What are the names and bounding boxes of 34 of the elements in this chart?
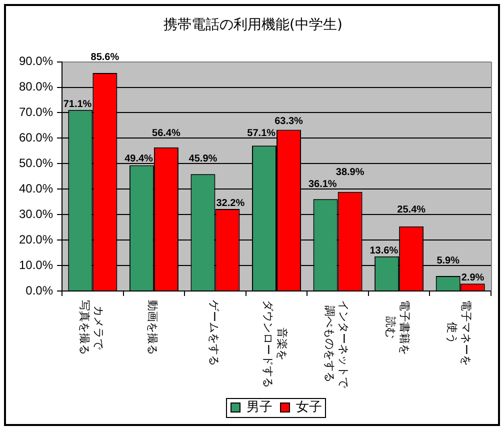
x-tick-label: 電子マネーを使う	[446, 300, 472, 366]
x-tick-label: ゲームをする	[207, 300, 220, 366]
data-label: 56.4%	[152, 128, 180, 140]
chart-title: 携帯電話の利用機能(中学生)	[164, 17, 342, 34]
data-label: 71.1%	[63, 98, 92, 110]
y-tick-label: 20.0%	[18, 232, 54, 246]
x-tick-label: インターネットで調べものをする	[322, 300, 350, 389]
data-label: 63.3%	[274, 116, 304, 128]
legend-label: 女子	[296, 400, 322, 415]
x-tick-label: 動画を撮る	[146, 300, 160, 355]
y-tick-label: 10.0%	[18, 258, 54, 272]
y-tick-label: 80.0%	[18, 80, 54, 94]
data-label: 49.4%	[124, 154, 154, 165]
data-label: 25.4%	[397, 204, 426, 216]
data-label: 85.6%	[90, 52, 120, 63]
data-label: 5.9%	[436, 256, 460, 267]
data-label: 2.9%	[461, 272, 484, 284]
data-label: 38.9%	[336, 167, 364, 178]
x-tick-label: 電子書籍を読む	[384, 300, 412, 355]
data-label: 45.9%	[188, 154, 218, 165]
y-tick-label: 40.0%	[18, 181, 54, 196]
data-label: 36.1%	[308, 179, 337, 190]
data-label: 13.6%	[370, 245, 398, 256]
y-tick-label: 30.0%	[18, 206, 54, 221]
y-tick-label: 60.0%	[18, 130, 54, 145]
x-tick-label: 音楽をダウンロードする	[262, 300, 289, 388]
legend-label: 男子	[246, 400, 273, 415]
y-tick-label: 0.0%	[26, 283, 54, 298]
data-label: 57.1%	[247, 128, 276, 140]
data-label: 32.2%	[216, 198, 245, 209]
x-tick-label: カメラで写真を撮る	[78, 300, 105, 355]
y-tick-label: 70.0%	[18, 105, 54, 120]
y-tick-label: 90.0%	[18, 54, 54, 68]
y-tick-label: 50.0%	[18, 156, 54, 170]
